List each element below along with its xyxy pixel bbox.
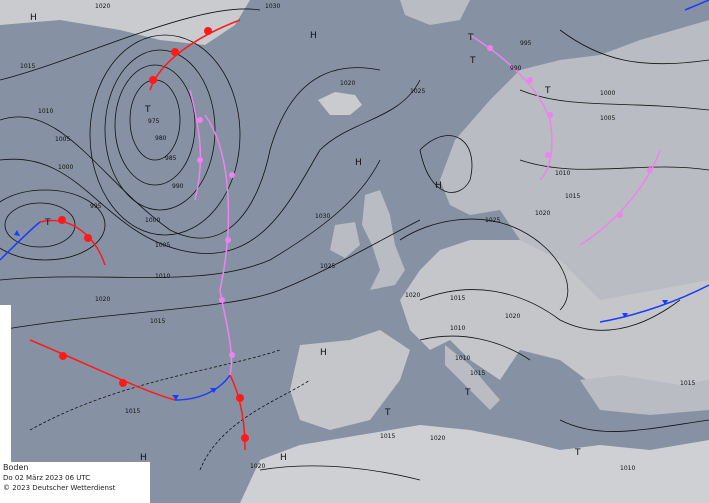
- isobar-label: 1015: [125, 408, 140, 415]
- isobar-label: 1010: [450, 325, 465, 332]
- high-pressure-center: H: [280, 453, 287, 463]
- isobar-label: 990: [172, 183, 184, 190]
- low-pressure-center: T: [384, 408, 391, 418]
- isobar-label: 995: [90, 203, 102, 210]
- isobar-label: 1030: [265, 3, 280, 10]
- datetime-label: Do 02 März 2023 06 UTC: [3, 474, 91, 482]
- high-pressure-center: H: [30, 13, 37, 23]
- high-pressure-center: H: [435, 181, 442, 191]
- italy: [445, 345, 500, 410]
- isobar-label: 1015: [20, 63, 35, 70]
- high-pressure-center: H: [355, 158, 362, 168]
- iceland: [318, 92, 362, 115]
- fronts: [0, 0, 709, 451]
- cold-front: [0, 221, 41, 261]
- occlusion: [189, 89, 202, 201]
- isobar-label: 1020: [505, 313, 520, 320]
- isobar-label: 1020: [250, 463, 265, 470]
- level-label: Boden: [3, 463, 29, 472]
- isobars: [0, 8, 709, 481]
- isobar-label: 1005: [600, 115, 615, 122]
- high-pressure-center: H: [320, 348, 327, 358]
- isobar-labels: 1020 1030 1015 1010 1005 1000 995 990 985 980 975 1…: [20, 3, 695, 472]
- isobar-label: 1025: [320, 263, 335, 270]
- ireland: [330, 222, 360, 258]
- isobar-label: 1025: [410, 88, 425, 95]
- low-pressure-center: T: [469, 56, 476, 66]
- isobar-label: 1015: [680, 380, 695, 387]
- low-pressure-center: T: [464, 388, 471, 398]
- isobar-label: 990: [510, 65, 522, 72]
- isobar-label: 1030: [315, 213, 330, 220]
- isobar-label: 1020: [430, 435, 445, 442]
- pressure-centers: H H H H H H H T T T T T T T T: [30, 13, 581, 463]
- isobar-label: 1015: [450, 295, 465, 302]
- warm-front: [29, 339, 176, 401]
- iberia: [290, 330, 410, 430]
- low-pressure-center: T: [144, 105, 151, 115]
- isobar-label: 1005: [55, 136, 70, 143]
- copyright-label: © 2023 Deutscher Wetterdienst: [3, 484, 116, 492]
- isobar-label: 985: [165, 155, 177, 162]
- high-pressure-center: H: [310, 31, 317, 41]
- high-pressure-center: H: [140, 453, 147, 463]
- isobar-label: 1015: [565, 193, 580, 200]
- occlusion: [579, 149, 661, 246]
- isobar-label: 1000: [145, 217, 160, 224]
- europe-mainland: [400, 240, 709, 400]
- warm-front: [39, 219, 106, 266]
- isobar-label: 1015: [470, 370, 485, 377]
- isobar-label: 995: [520, 40, 532, 47]
- isobar-label: 1000: [58, 164, 73, 171]
- low-pressure-center: T: [544, 86, 551, 96]
- side-caption-box: [0, 305, 11, 462]
- isobar-label: 1000: [600, 90, 615, 97]
- isobar-label: 1005: [155, 242, 170, 249]
- isobar-label: 1010: [555, 170, 570, 177]
- legend-box: Boden Do 02 März 2023 06 UTC © 2023 Deut…: [0, 462, 150, 503]
- great-britain: [362, 190, 405, 290]
- isobar-label: 1020: [340, 80, 355, 87]
- isobar-label: 975: [148, 118, 160, 125]
- isobar-label: 1010: [620, 465, 635, 472]
- cold-front: [599, 284, 709, 323]
- isobar-label: 980: [155, 135, 167, 142]
- isobar-label: 1010: [455, 355, 470, 362]
- scandinavia: [440, 20, 709, 320]
- occlusion: [204, 114, 233, 376]
- isobar-label: 1020: [535, 210, 550, 217]
- low-pressure-center: T: [574, 448, 581, 458]
- isobar-label: 1010: [155, 273, 170, 280]
- isobar-label: 1010: [38, 108, 53, 115]
- isobar-label: 1020: [405, 292, 420, 299]
- isobar-label: 1015: [150, 318, 165, 325]
- cold-front: [684, 0, 709, 11]
- isobar-label: 1020: [95, 296, 110, 303]
- north-africa: [240, 425, 709, 503]
- isobar-label: 1025: [485, 217, 500, 224]
- greenland: [0, 0, 250, 45]
- isobar-label: 1020: [95, 3, 110, 10]
- low-pressure-center: T: [467, 33, 474, 43]
- low-pressure-center: T: [44, 218, 51, 228]
- anatolia: [580, 375, 709, 415]
- svalbard: [400, 0, 470, 25]
- cold-front: [174, 374, 231, 401]
- isobar-label: 1015: [380, 433, 395, 440]
